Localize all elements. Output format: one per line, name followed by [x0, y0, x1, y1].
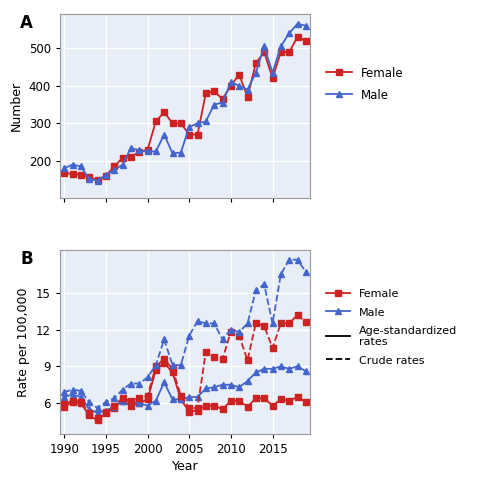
Legend: Female, Male, Age-standardized
rates, Crude rates: Female, Male, Age-standardized rates, Cr…	[326, 289, 457, 366]
X-axis label: Year: Year	[172, 460, 198, 473]
Text: B: B	[20, 250, 32, 268]
Text: A: A	[20, 14, 33, 32]
Legend: Female, Male: Female, Male	[326, 67, 404, 102]
Y-axis label: Rate per 100,000: Rate per 100,000	[18, 287, 30, 397]
Y-axis label: Number: Number	[10, 81, 23, 132]
